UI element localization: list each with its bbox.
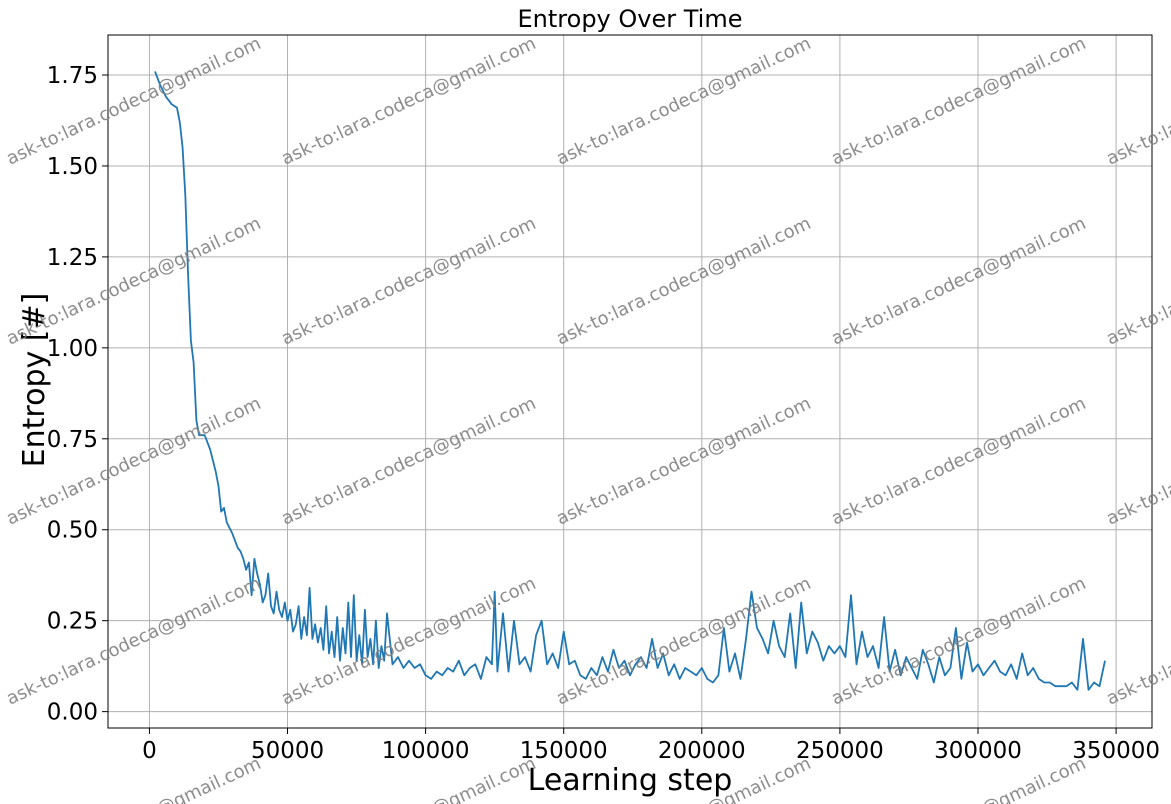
x-tick-label: 150000 xyxy=(520,738,608,764)
plot-frame xyxy=(107,34,1153,729)
y-tick-label: 0.75 xyxy=(47,427,98,453)
tick-marks xyxy=(102,74,1117,734)
x-tick-label: 300000 xyxy=(934,738,1022,764)
chart-title: Entropy Over Time xyxy=(518,5,743,33)
x-tick-labels: 0 50000 100000 150000 200000 250000 300000 3500… xyxy=(142,738,1160,764)
x-tick-label: 50000 xyxy=(251,738,324,764)
y-tick-label: 0.25 xyxy=(47,609,98,635)
x-tick-label: 350000 xyxy=(1072,738,1160,764)
y-tick-label: 0.50 xyxy=(47,518,98,544)
y-tick-label: 0.00 xyxy=(47,700,98,726)
x-tick-label: 250000 xyxy=(796,738,884,764)
x-tick-label: 100000 xyxy=(382,738,470,764)
y-axis-label: Entropy [#] xyxy=(17,293,52,468)
y-tick-label: 1.00 xyxy=(47,336,98,362)
x-tick-label: 200000 xyxy=(658,738,746,764)
y-tick-label: 1.75 xyxy=(47,63,98,89)
series-line-entropy xyxy=(154,71,1106,691)
x-tick-label: 0 xyxy=(142,738,157,764)
y-tick-label: 1.50 xyxy=(47,154,98,180)
grid-lines xyxy=(108,35,1152,728)
y-tick-labels: 0.00 0.25 0.50 0.75 1.00 1.25 1.50 1.75 xyxy=(47,63,98,726)
series-layer xyxy=(154,71,1106,691)
y-tick-label: 1.25 xyxy=(47,245,98,271)
x-axis-label: Learning step xyxy=(528,763,733,798)
